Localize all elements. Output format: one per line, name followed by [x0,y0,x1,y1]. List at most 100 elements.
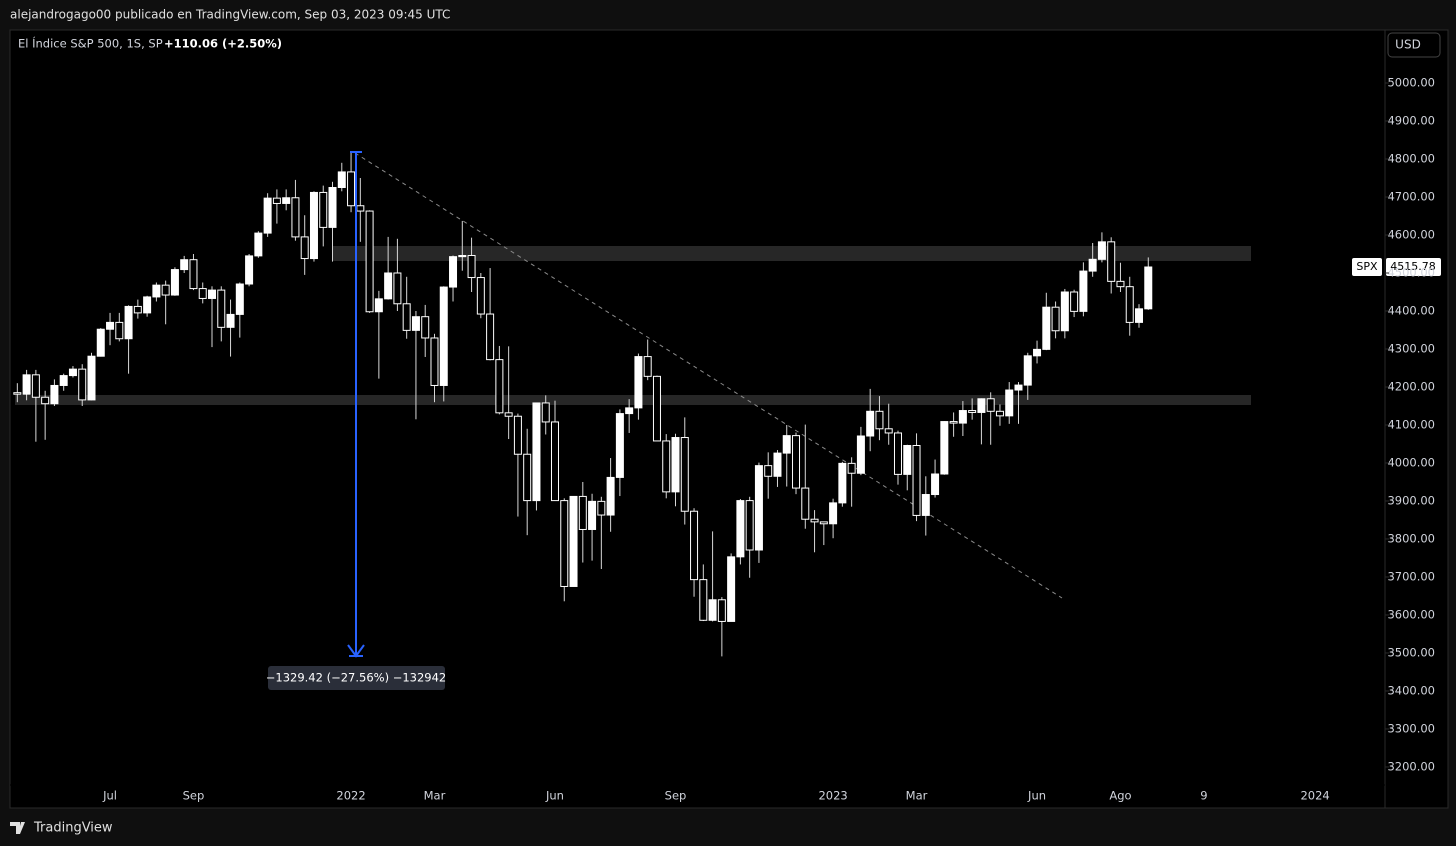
candle-body [754,465,763,551]
x-tick-label: Sep [183,789,205,803]
candle-body [708,599,717,621]
candle-body [365,210,374,313]
candle-body [476,277,485,315]
candle-body [133,305,142,314]
candle-body [1023,355,1032,386]
candle-body [1125,286,1134,323]
candle-body [115,321,124,340]
candle-body [291,197,300,238]
candle-body [282,197,291,204]
candle-body [541,402,550,423]
candle-body [384,272,393,300]
candle-body [856,435,865,474]
candle-body [1088,258,1097,272]
x-tick-label: 2022 [336,789,365,803]
y-tick-label: 4600.00 [1387,227,1435,241]
candle-body [226,313,235,328]
y-tick-label: 3900.00 [1387,493,1435,507]
candle-body [931,473,940,496]
candle-body [50,384,59,405]
candle-body [1060,291,1069,332]
candle-body [764,465,773,477]
candle-body [940,421,949,475]
candles [13,152,1153,657]
y-tick-label: 5000.00 [1387,76,1435,90]
currency-button[interactable] [1387,32,1441,58]
candle-body [523,453,532,502]
candle-body [1033,348,1042,357]
candle-body [597,500,606,516]
candle-body [1005,389,1014,417]
candle-body [736,500,745,558]
y-tick-label: 4700.00 [1387,189,1435,203]
y-tick-label: 4100.00 [1387,417,1435,431]
x-tick-label: Mar [906,789,928,803]
candle-body [569,495,578,587]
candle-body [1070,291,1079,312]
candle-body [671,437,680,493]
candle-body [1116,280,1125,288]
candle-body [847,462,856,474]
candle-body [208,289,217,299]
candle-body [1051,306,1060,332]
candle-body [189,259,198,290]
symbol-label-box [1352,258,1382,276]
candle-body [31,374,40,398]
candle-body [662,440,671,493]
y-tick-label: 3300.00 [1387,721,1435,735]
candle-body [245,255,254,285]
candle-body [198,288,207,299]
candle-body [717,599,726,622]
y-tick-label: 4900.00 [1387,114,1435,128]
candle-body [458,255,467,258]
x-tick-label: Mar [424,789,446,803]
candle-body [810,518,819,523]
candle-body [578,495,587,530]
candle-body [884,428,893,434]
candle-body [625,407,634,415]
candle-body [958,410,967,424]
y-tick-label: 3500.00 [1387,645,1435,659]
candle-body [22,374,31,395]
candle-body [745,500,754,551]
candle-body [560,500,569,587]
x-tick-label: 9 [1200,789,1207,803]
candle-body [235,283,244,315]
x-tick-label: 2024 [1300,789,1329,803]
measure-label-box [268,666,445,690]
x-tick-label: Jul [102,789,117,803]
x-tick-label: Jun [1027,789,1046,803]
x-tick-label: 2023 [818,789,847,803]
last-price: 4515.78 [1390,260,1436,273]
candle-body [78,368,87,401]
candle-body [393,272,402,305]
support-zone [15,395,1251,405]
y-tick-label: 3600.00 [1387,607,1435,621]
brand-logo [10,822,25,834]
y-tick-label: 3800.00 [1387,531,1435,545]
candle-body [903,445,912,475]
candle-body [68,368,77,377]
candle-body [606,476,615,516]
candle-body [532,402,541,502]
candle-body [968,410,977,413]
currency[interactable]: USD [1395,38,1421,52]
candle-body [170,269,179,296]
y-tick-label: 4500.00 [1387,265,1435,279]
candle-body [893,432,902,475]
candle-body [1107,241,1116,282]
candle-body [1097,241,1106,260]
candle-body [866,410,875,437]
brand: TradingView [33,821,113,836]
candle-body [96,328,105,357]
candle-body [263,197,272,234]
candle-body [217,289,226,328]
y-tick-label: 4400.00 [1387,303,1435,317]
candle-body [495,359,504,414]
y-tick-label: 4000.00 [1387,455,1435,469]
candle-body [550,421,559,502]
candle-body [875,410,884,430]
candle-body [402,303,411,331]
candle-body [680,437,689,512]
